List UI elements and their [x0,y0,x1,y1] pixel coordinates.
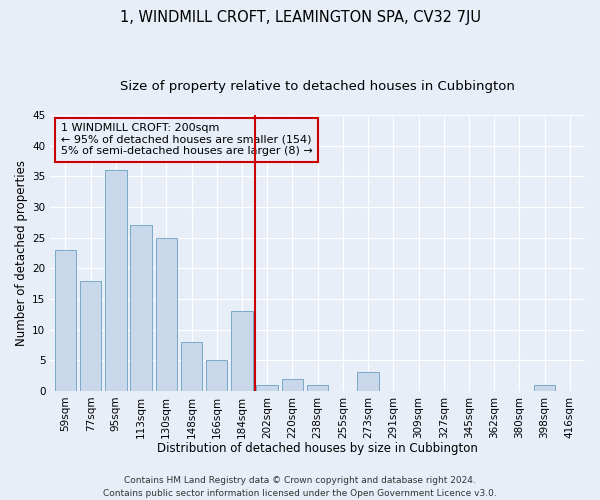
Title: Size of property relative to detached houses in Cubbington: Size of property relative to detached ho… [120,80,515,93]
Text: 1 WINDMILL CROFT: 200sqm
← 95% of detached houses are smaller (154)
5% of semi-d: 1 WINDMILL CROFT: 200sqm ← 95% of detach… [61,124,313,156]
Bar [206,360,227,391]
Bar [281,378,303,391]
Bar [105,170,127,391]
Text: Contains HM Land Registry data © Crown copyright and database right 2024.
Contai: Contains HM Land Registry data © Crown c… [103,476,497,498]
Bar [231,311,253,391]
X-axis label: Distribution of detached houses by size in Cubbington: Distribution of detached houses by size … [157,442,478,455]
Bar [80,280,101,391]
Bar [155,238,177,391]
Bar [534,384,556,391]
Bar [130,226,152,391]
Bar [358,372,379,391]
Text: 1, WINDMILL CROFT, LEAMINGTON SPA, CV32 7JU: 1, WINDMILL CROFT, LEAMINGTON SPA, CV32 … [119,10,481,25]
Y-axis label: Number of detached properties: Number of detached properties [15,160,28,346]
Bar [307,384,328,391]
Bar [55,250,76,391]
Bar [181,342,202,391]
Bar [256,384,278,391]
